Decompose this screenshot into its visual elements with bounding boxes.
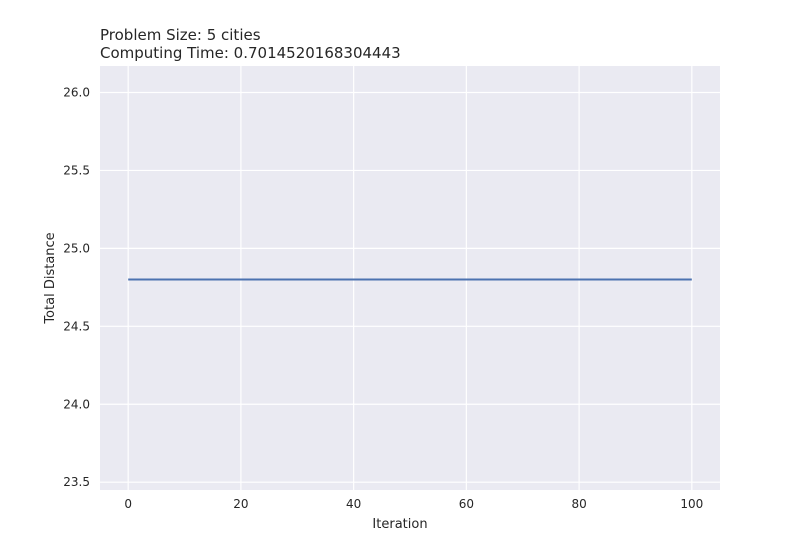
chart-title-line-2: Computing Time: 0.7014520168304443 — [100, 44, 401, 62]
x-tick-label: 40 — [346, 497, 361, 511]
x-tick-label: 60 — [459, 497, 474, 511]
x-tick-label: 100 — [680, 497, 703, 511]
y-axis-label: Total Distance — [43, 232, 58, 324]
x-tick-label: 20 — [233, 497, 248, 511]
y-tick-label: 24.0 — [63, 397, 90, 411]
y-tick-label: 23.5 — [63, 475, 90, 489]
plot-area — [100, 66, 720, 490]
y-tick-label: 24.5 — [63, 319, 90, 333]
y-tick-label: 25.0 — [63, 241, 90, 255]
y-tick-label: 26.0 — [63, 86, 90, 100]
y-tick-label: 25.5 — [63, 163, 90, 177]
x-axis-label: Iteration — [372, 517, 427, 532]
x-tick-label: 80 — [571, 497, 586, 511]
x-tick-label: 0 — [124, 497, 132, 511]
chart-title-line-1: Problem Size: 5 cities — [100, 26, 261, 44]
